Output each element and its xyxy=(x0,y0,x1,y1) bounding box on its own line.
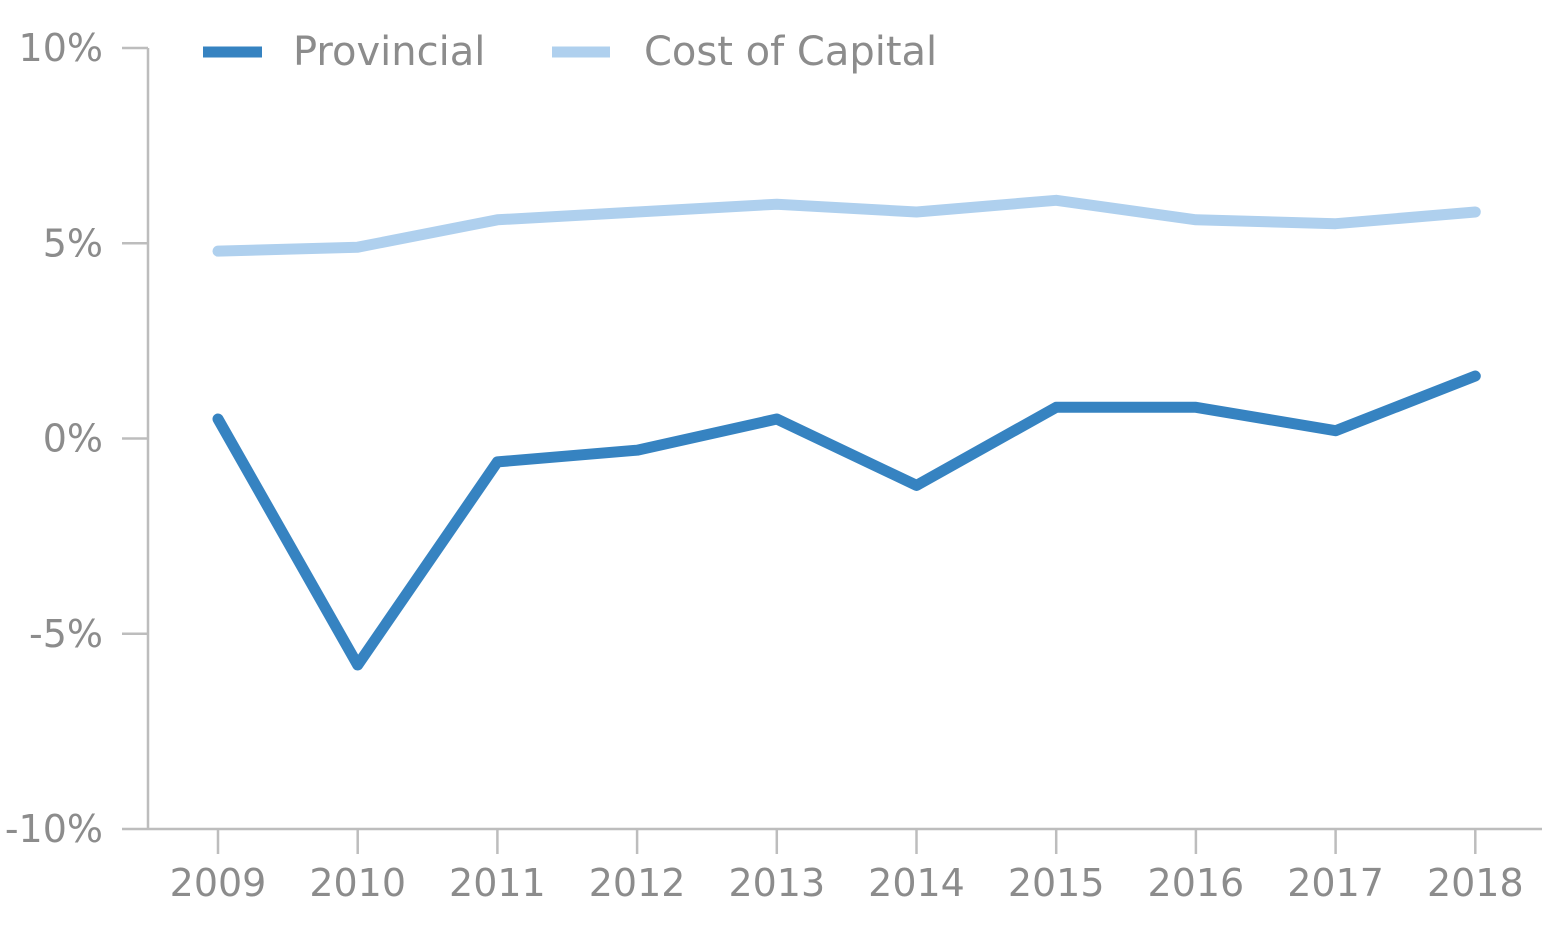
x-tick-label: 2018 xyxy=(1427,861,1524,905)
y-tick-label: 5% xyxy=(43,221,103,265)
data-point-cost-of-capital xyxy=(217,250,219,252)
data-point-cost-of-capital xyxy=(1335,223,1337,225)
x-tick-label: 2015 xyxy=(1008,861,1105,905)
x-tick-label: 2017 xyxy=(1287,861,1384,905)
x-tick-label: 2013 xyxy=(728,861,825,905)
data-point-provincial xyxy=(916,484,917,486)
data-point-provincial xyxy=(1055,406,1057,408)
data-point-cost-of-capital xyxy=(916,211,917,213)
y-tick-label: 0% xyxy=(43,417,103,461)
y-axis: 10% 5% 0% -5% -10% xyxy=(5,26,150,851)
x-tick-label: 2014 xyxy=(868,861,965,905)
x-tick-label: 2012 xyxy=(589,861,686,905)
data-point-cost-of-capital xyxy=(496,219,498,221)
data-point-provincial xyxy=(636,449,638,451)
legend: Provincial Cost of Capital xyxy=(203,29,937,75)
x-tick-label: 2009 xyxy=(170,861,267,905)
y-tick-label: -5% xyxy=(29,612,103,656)
data-point-cost-of-capital xyxy=(1474,211,1476,213)
y-tick-label: -10% xyxy=(5,807,103,851)
x-tick-label: 2016 xyxy=(1148,861,1245,905)
data-point-provincial xyxy=(1474,375,1476,377)
data-point-cost-of-capital xyxy=(1055,199,1057,201)
legend-label-provincial: Provincial xyxy=(293,29,485,75)
series-line-provincial xyxy=(212,370,1481,671)
x-tick-label: 2011 xyxy=(449,861,546,905)
x-axis: 2009 2010 2011 2012 2013 2014 2015 2016 2017 2018 xyxy=(148,827,1542,905)
x-tick-label: 2010 xyxy=(309,861,406,905)
data-point-cost-of-capital xyxy=(1195,219,1197,221)
data-point-provincial xyxy=(357,664,359,666)
series-group xyxy=(212,194,1481,671)
series-line-cost-of-capital xyxy=(212,194,1481,257)
y-tick-label: 10% xyxy=(19,26,103,70)
legend-label-cost-of-capital: Cost of Capital xyxy=(644,29,937,75)
data-point-provincial xyxy=(496,461,498,463)
data-point-provincial xyxy=(1195,406,1197,408)
data-point-provincial xyxy=(217,418,219,420)
data-point-provincial xyxy=(1335,430,1337,432)
data-point-cost-of-capital xyxy=(357,246,359,248)
data-point-cost-of-capital xyxy=(776,203,778,205)
data-point-cost-of-capital xyxy=(636,211,638,213)
data-point-provincial xyxy=(776,418,778,420)
